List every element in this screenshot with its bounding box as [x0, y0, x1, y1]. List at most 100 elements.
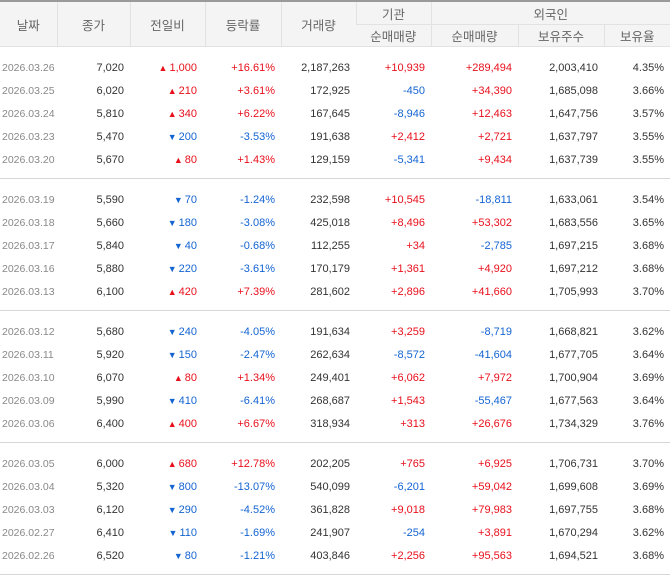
rate-cell: +12.78%	[231, 457, 275, 470]
down-triangle-icon: ▼	[167, 481, 177, 492]
foreign-shares-cell: 1,668,821	[549, 325, 598, 338]
rate-cell: -0.68%	[240, 239, 275, 252]
close-cell: 5,670	[96, 153, 124, 166]
close-cell: 6,120	[96, 503, 124, 516]
table-row: 2026.03.13 6,100 ▲ 420 +7.39% 281,602 +2,896 +4…	[0, 280, 670, 303]
foreign-net-cell: +34,390	[471, 84, 512, 97]
foreign-shares-cell: 1,694,521	[549, 549, 598, 562]
foreign-net-cell: +7,972	[478, 371, 512, 384]
down-triangle-icon: ▼	[167, 395, 177, 406]
foreign-ratio-cell: 3.70%	[632, 285, 664, 298]
header-foreign-shares[interactable]: 보유주수	[517, 24, 604, 47]
change-cell: ▲ 80	[130, 366, 205, 389]
header-rate[interactable]: 등락률	[204, 1, 281, 47]
foreign-ratio-cell: 3.70%	[632, 457, 664, 470]
group-divider	[0, 178, 670, 179]
table-row: 2026.03.18 5,660 ▼ 180 -3.08% 425,018 +8,496 +5…	[0, 211, 670, 234]
table-row: 2026.03.03 6,120 ▼ 290 -4.52% 361,828 +9,018 +7…	[0, 498, 670, 521]
header-inst-net[interactable]: 순매매량	[356, 24, 431, 47]
change-value: 110	[179, 526, 197, 539]
rate-cell: +1.34%	[237, 371, 275, 384]
date-cell: 2026.03.24	[2, 107, 55, 120]
volume-cell: 361,828	[310, 503, 350, 516]
header-change[interactable]: 전일비	[129, 1, 205, 47]
inst-net-cell: +2,256	[391, 549, 425, 562]
volume-cell: 540,099	[310, 480, 350, 493]
foreign-shares-cell: 1,683,556	[549, 216, 598, 229]
rate-cell: -13.07%	[234, 480, 275, 493]
change-value: 80	[184, 549, 197, 562]
header-close[interactable]: 종가	[56, 1, 130, 47]
rate-cell: +3.61%	[237, 84, 275, 97]
inst-net-cell: -6,201	[393, 480, 425, 493]
close-cell: 5,470	[96, 130, 124, 143]
down-triangle-icon: ▼	[173, 240, 183, 251]
rate-cell: +16.61%	[231, 61, 275, 74]
foreign-shares-cell: 1,697,755	[549, 503, 598, 516]
header-foreign-ratio[interactable]: 보유율	[603, 24, 670, 47]
date-cell: 2026.03.25	[2, 84, 55, 97]
header-date[interactable]: 날짜	[0, 1, 57, 47]
date-cell: 2026.03.12	[2, 325, 55, 338]
up-triangle-icon: ▲	[167, 286, 177, 297]
volume-cell: 191,638	[310, 130, 350, 143]
close-cell: 7,020	[96, 61, 124, 74]
date-cell: 2026.03.05	[2, 457, 55, 470]
date-cell: 2026.02.27	[2, 526, 55, 539]
table-row: 2026.03.04 5,320 ▼ 800 -13.07% 540,099 -6,201 +…	[0, 475, 670, 498]
volume-cell: 170,179	[310, 262, 350, 275]
foreign-net-cell: +3,891	[478, 526, 512, 539]
close-cell: 5,880	[96, 262, 124, 275]
down-triangle-icon: ▼	[167, 326, 177, 337]
foreign-ratio-cell: 3.64%	[632, 394, 664, 407]
change-cell: ▼ 240	[130, 320, 205, 343]
close-cell: 5,680	[96, 325, 124, 338]
rate-cell: -1.69%	[240, 526, 275, 539]
close-cell: 6,100	[96, 285, 124, 298]
foreign-ratio-cell: 4.35%	[632, 61, 664, 74]
foreign-shares-cell: 1,705,993	[549, 285, 598, 298]
table-row: 2026.03.25 6,020 ▲ 210 +3.61% 172,925 -450 +34,…	[0, 79, 670, 102]
change-value: 240	[178, 325, 197, 338]
table-row: 2026.03.11 5,920 ▼ 150 -2.47% 262,634 -8,572 -4…	[0, 343, 670, 366]
foreign-shares-cell: 1,637,797	[549, 130, 598, 143]
header-foreign-net[interactable]: 순매매량	[430, 24, 518, 47]
volume-cell: 112,255	[311, 239, 350, 252]
rate-cell: +1.43%	[237, 153, 275, 166]
foreign-net-cell: -18,811	[475, 193, 513, 206]
volume-cell: 191,634	[310, 325, 350, 338]
inst-net-cell: +313	[400, 417, 425, 430]
down-triangle-icon: ▼	[173, 550, 183, 561]
date-cell: 2026.03.26	[2, 61, 55, 74]
foreign-net-cell: -2,785	[480, 239, 512, 252]
header-volume[interactable]: 거래량	[280, 1, 356, 47]
change-value: 70	[184, 193, 197, 206]
foreign-net-cell: +59,042	[471, 480, 512, 493]
up-triangle-icon: ▲	[167, 85, 177, 96]
volume-cell: 262,634	[310, 348, 350, 361]
inst-net-cell: +10,939	[384, 61, 425, 74]
volume-cell: 129,159	[310, 153, 350, 166]
foreign-ratio-cell: 3.76%	[632, 417, 664, 430]
volume-cell: 318,934	[310, 417, 350, 430]
foreign-net-cell: +9,434	[478, 153, 512, 166]
volume-cell: 403,846	[310, 549, 350, 562]
up-triangle-icon: ▲	[173, 372, 183, 383]
group-divider	[0, 310, 670, 311]
close-cell: 5,920	[96, 348, 124, 361]
change-cell: ▼ 200	[130, 125, 205, 148]
foreign-shares-cell: 1,700,904	[549, 371, 598, 384]
date-cell: 2026.03.19	[2, 193, 55, 206]
foreign-net-cell: +26,676	[471, 417, 512, 430]
inst-net-cell: +34	[406, 239, 425, 252]
foreign-net-cell: +2,721	[478, 130, 512, 143]
foreign-shares-cell: 1,647,756	[549, 107, 598, 120]
foreign-ratio-cell: 3.69%	[632, 371, 664, 384]
rate-cell: -6.41%	[240, 394, 275, 407]
foreign-ratio-cell: 3.68%	[632, 239, 664, 252]
close-cell: 5,590	[96, 193, 124, 206]
volume-cell: 281,602	[310, 285, 350, 298]
table-row: 2026.03.10 6,070 ▲ 80 +1.34% 249,401 +6,062 +7,…	[0, 366, 670, 389]
change-cell: ▼ 180	[130, 211, 205, 234]
